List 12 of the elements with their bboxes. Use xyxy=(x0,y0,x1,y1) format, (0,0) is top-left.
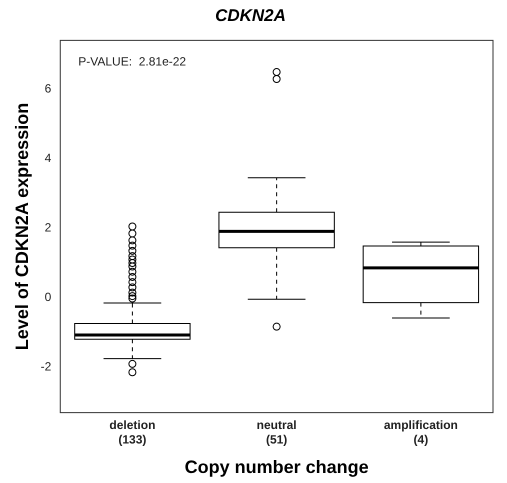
y-tick-label: 6 xyxy=(44,81,52,96)
y-tick-label: 0 xyxy=(44,290,52,304)
x-axis-title: Copy number change xyxy=(184,457,369,478)
x-tick-label: neutral (51) xyxy=(256,418,297,447)
y-axis-title: Level of CDKN2A expression xyxy=(12,102,32,350)
x-tick-label: deletion (133) xyxy=(109,418,156,447)
annotation: P-VALUE: 2.81e-22 xyxy=(78,54,186,69)
x-tick-label: amplification (4) xyxy=(384,418,458,447)
chart-title: CDKN2A xyxy=(215,6,286,25)
y-tick-label: 2 xyxy=(44,220,52,235)
y-tick-label: 4 xyxy=(44,150,52,165)
y-tick-label: -2 xyxy=(40,360,52,374)
